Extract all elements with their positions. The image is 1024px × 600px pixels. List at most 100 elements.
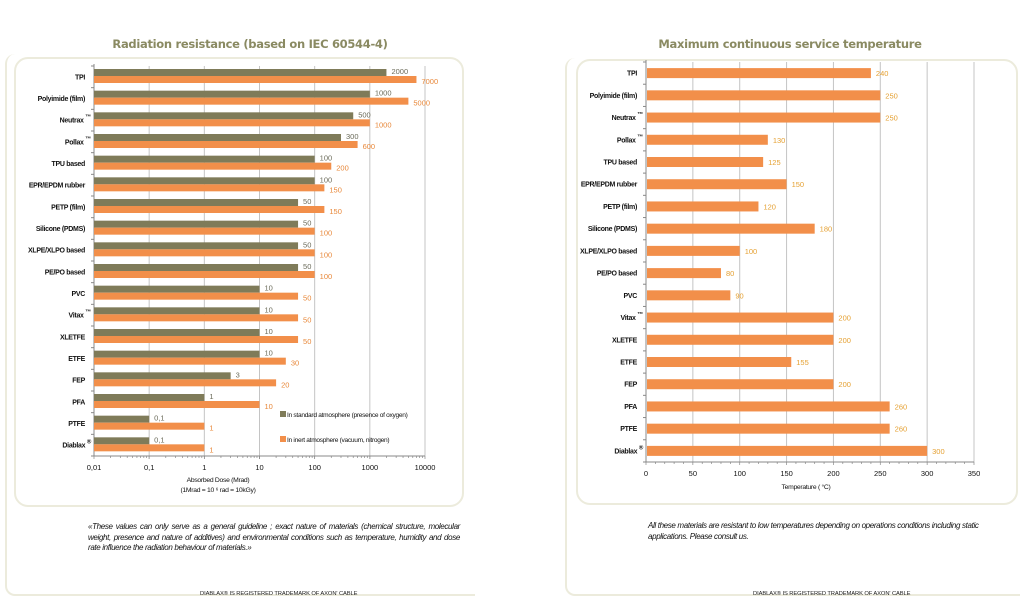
bar-inert xyxy=(94,379,277,387)
category-label: PE/PO based xyxy=(597,271,637,278)
data-label-standard: 1000 xyxy=(375,89,392,98)
data-label-inert: 50 xyxy=(303,294,311,303)
data-label-inert: 30 xyxy=(291,359,299,368)
category-label: XLPE/XLPO based xyxy=(28,248,85,255)
data-label-inert: 1 xyxy=(209,424,213,433)
category-label: EPR/EPDM rubber xyxy=(581,182,638,189)
bar-temperature xyxy=(647,90,881,101)
bar-standard xyxy=(94,155,315,163)
category-label: XLETFE xyxy=(60,334,86,341)
data-label-inert: 150 xyxy=(329,207,342,216)
data-label-inert: 5000 xyxy=(413,99,430,108)
x-tick-label: 0 xyxy=(644,469,648,478)
data-label-inert: 150 xyxy=(329,185,342,194)
bar-standard xyxy=(94,394,205,401)
data-label-inert: 100 xyxy=(320,272,333,281)
right-page-frame xyxy=(565,58,1020,596)
bar-standard xyxy=(94,307,260,315)
category-label: TPU based xyxy=(604,160,638,167)
bar-inert xyxy=(94,162,332,170)
data-label-standard: 10 xyxy=(265,349,273,358)
bar-standard xyxy=(94,90,370,98)
x-axis-label: Absorbed Dose (Mrad) xyxy=(187,477,250,484)
bar-temperature xyxy=(647,401,890,412)
data-label-inert: 600 xyxy=(363,142,376,151)
data-label-standard: 50 xyxy=(303,262,311,271)
category-label: Diablax ® xyxy=(62,439,91,450)
bar-inert xyxy=(94,336,299,343)
category-label: ETFE xyxy=(620,360,637,367)
x-tick-label: 0,01 xyxy=(87,463,102,472)
data-label-inert: 1000 xyxy=(375,120,392,129)
legend-swatch-inert xyxy=(280,436,286,442)
category-label: TPI xyxy=(627,71,637,78)
bar-standard xyxy=(94,199,299,206)
left-trademark: DIABLAX® IS REGISTERED TRADEMARK OF AXON… xyxy=(200,591,358,597)
data-label-inert: 7000 xyxy=(421,77,438,86)
bar-standard xyxy=(94,220,299,228)
category-label: FEP xyxy=(624,382,637,389)
category-label: XLPE/XLPO based xyxy=(580,248,637,255)
bar-temperature xyxy=(647,201,759,212)
data-label-standard: 0,1 xyxy=(154,435,164,444)
x-tick-label: 100 xyxy=(733,469,746,478)
data-label-inert: 20 xyxy=(281,380,289,389)
category-label: ETFE xyxy=(68,356,85,363)
bar-temperature xyxy=(647,134,768,145)
category-label: TPU based xyxy=(52,161,86,168)
data-label-inert: 10 xyxy=(265,402,273,411)
data-label-standard: 100 xyxy=(320,175,333,184)
category-label: Silicone (PDMS) xyxy=(36,226,85,233)
data-label-temperature: 155 xyxy=(796,358,809,367)
x-tick-label: 10000 xyxy=(415,463,436,472)
bar-inert xyxy=(94,141,358,148)
x-axis-label: Temperature ( °C) xyxy=(782,483,831,491)
data-label-temperature: 100 xyxy=(745,247,758,256)
bar-standard xyxy=(94,242,299,250)
x-tick-label: 1 xyxy=(202,463,206,472)
data-label-inert: 200 xyxy=(336,164,349,173)
radiation-chart-panel xyxy=(14,57,464,507)
bar-standard xyxy=(94,134,341,141)
data-label-temperature: 130 xyxy=(773,136,786,145)
data-label-standard: 500 xyxy=(358,110,371,119)
category-label: Neutrax ™ xyxy=(60,114,92,125)
category-label: Silicone (PDMS) xyxy=(588,226,637,233)
data-label-temperature: 250 xyxy=(885,91,898,100)
data-label-temperature: 200 xyxy=(838,314,851,323)
category-label: PVC xyxy=(624,293,638,300)
x-tick-label: 50 xyxy=(689,469,697,478)
bar-standard xyxy=(94,350,260,358)
bar-inert xyxy=(94,76,417,83)
category-label: TPI xyxy=(75,74,85,81)
radiation-chart: 0,01 0,1 1 10 100 1000 10000 Absorbed Dose (Mra… xyxy=(28,64,438,494)
legend-label-inert: In inert atmosphere (vacuum, nitrogen) xyxy=(287,437,389,444)
bar-inert xyxy=(94,119,370,127)
bar-inert xyxy=(94,206,325,213)
bar-inert xyxy=(94,97,409,105)
data-label-inert: 100 xyxy=(320,250,333,259)
data-label-standard: 2000 xyxy=(391,67,408,76)
bar-inert xyxy=(94,422,205,430)
data-label-standard: 3 xyxy=(236,370,240,379)
right-trademark: DIABLAX® IS REGISTERED TRADEMARK OF AXON… xyxy=(753,591,911,597)
bar-standard xyxy=(94,415,150,423)
x-tick-label: 350 xyxy=(968,469,981,478)
bar-inert xyxy=(94,249,315,257)
category-label: Pollax ™ xyxy=(65,135,91,146)
data-label-standard: 0,1 xyxy=(154,414,164,423)
data-label-standard: 50 xyxy=(303,240,311,249)
data-label-inert: 50 xyxy=(303,315,311,324)
bar-inert xyxy=(94,271,315,278)
bar-inert xyxy=(94,357,286,365)
bar-standard xyxy=(94,285,260,293)
x-tick-label: 100 xyxy=(308,463,321,472)
data-label-temperature: 200 xyxy=(838,336,851,345)
x-axis-label-note: (1Mrad = 10 ⁶ rad = 10kGy) xyxy=(180,487,255,494)
data-label-temperature: 125 xyxy=(768,158,781,167)
bar-standard xyxy=(94,329,260,336)
x-tick-label: 200 xyxy=(827,469,840,478)
radiation-note: «These values can only serve as a genera… xyxy=(88,522,460,552)
bar-inert xyxy=(94,401,260,408)
bar-temperature xyxy=(647,357,792,367)
